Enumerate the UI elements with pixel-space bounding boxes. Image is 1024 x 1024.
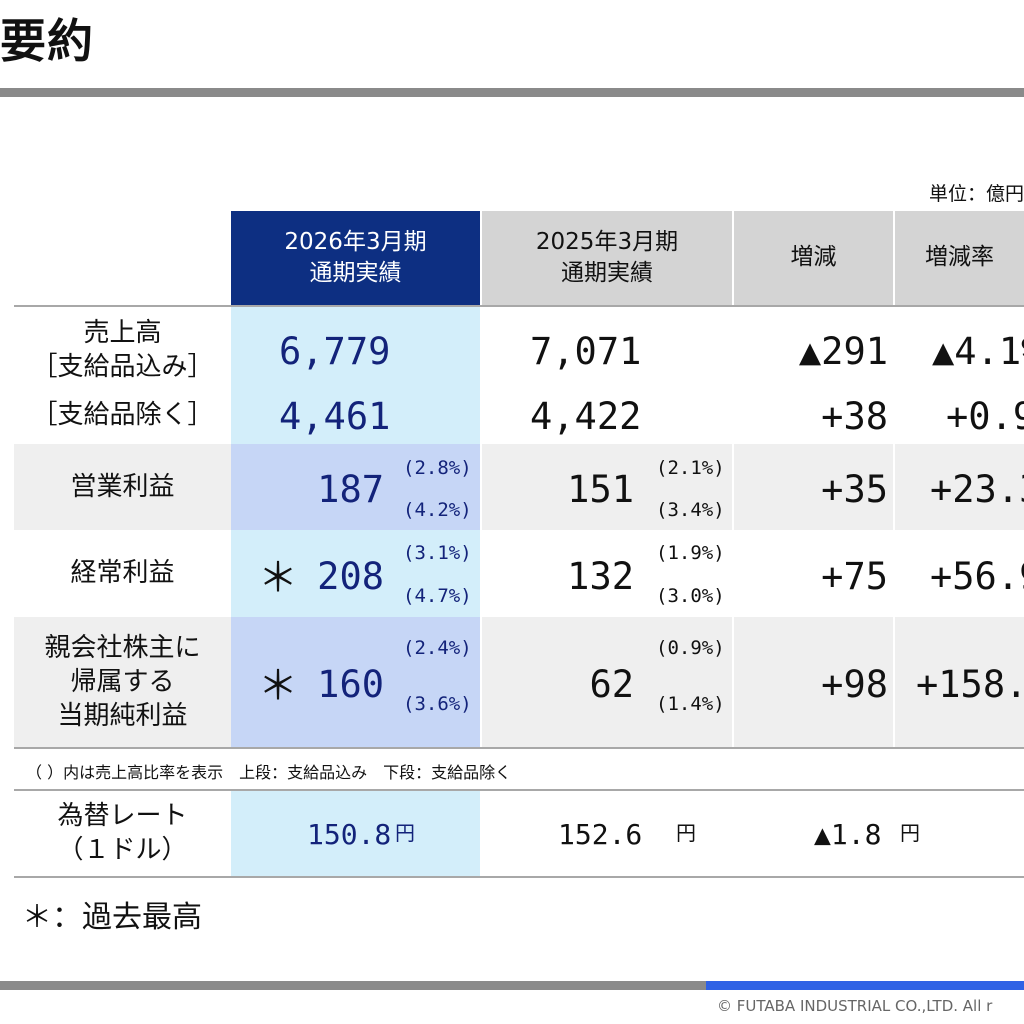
current-col-bg-fx bbox=[231, 791, 480, 876]
ordinary-current-pct-lower: (4.7%) bbox=[403, 585, 472, 607]
row-label-sales-ex-text: ［支給品除く］ bbox=[31, 399, 214, 430]
header-previous-line2: 通期実績 bbox=[561, 260, 653, 286]
operating-previous-pct-lower: (3.4%) bbox=[656, 499, 725, 521]
row-bg-operating-right bbox=[480, 444, 1024, 530]
net-previous-pct-lower: (1.4%) bbox=[656, 693, 725, 715]
fx-change-unit: 円 bbox=[900, 821, 920, 845]
row-bg-net-right bbox=[480, 617, 1024, 747]
net-rate-value: +158.1% bbox=[916, 663, 1024, 706]
header-change: 増減 bbox=[734, 211, 893, 305]
operating-previous-pct-upper: (2.1%) bbox=[656, 457, 725, 479]
row-label-ordinary-profit: 経常利益 bbox=[14, 530, 231, 617]
sales-ex-rate-value: +0.9% bbox=[946, 395, 1024, 438]
sales-change-value: ▲291 bbox=[798, 330, 888, 373]
net-current-pct-lower: (3.6%) bbox=[403, 693, 472, 715]
bottom-rule-gray bbox=[0, 981, 706, 990]
operating-previous-value: 151 bbox=[567, 468, 634, 511]
col-separator-2 bbox=[732, 444, 734, 747]
header-current-line1: 2026年3月期 bbox=[284, 228, 427, 255]
row-label-net-profit: 親会社株主に 帰属する 当期純利益 bbox=[14, 617, 231, 747]
row-label-sales-line1: 売上高 bbox=[83, 317, 162, 348]
current-col-bg-sales bbox=[231, 306, 480, 444]
row-rule-bottom bbox=[14, 747, 1024, 749]
col-separator-1 bbox=[480, 444, 482, 747]
row-label-operating-profit-text: 営業利益 bbox=[70, 471, 175, 502]
fx-previous-unit: 円 bbox=[676, 821, 696, 845]
row-label-net-profit-line3: 当期純利益 bbox=[57, 701, 188, 732]
row-label-fx-rate: 為替レート （１ドル） bbox=[14, 795, 231, 871]
net-change-value: +98 bbox=[821, 663, 888, 706]
row-label-sales-line2: ［支給品込み］ bbox=[31, 352, 214, 382]
record-high-footnote: ＊：過去最高 bbox=[22, 900, 202, 935]
row-label-sales-ex: ［支給品除く］ bbox=[14, 393, 231, 437]
bottom-rule-blue bbox=[706, 981, 1024, 990]
row-bg-operating-left bbox=[14, 444, 231, 530]
fx-rule-top bbox=[14, 789, 1024, 791]
unit-label: 単位：億円 bbox=[928, 183, 1024, 205]
row-label-operating-profit: 営業利益 bbox=[14, 444, 231, 530]
sales-ex-change-value: +38 bbox=[821, 395, 888, 438]
header-previous-line1: 2025年3月期 bbox=[535, 228, 679, 255]
net-previous-value: 62 bbox=[589, 663, 634, 706]
ordinary-previous-value: 132 bbox=[567, 555, 634, 598]
fx-change-value: ▲1.8 bbox=[814, 818, 882, 851]
row-label-net-profit-line1: 親会社株主に bbox=[44, 632, 201, 663]
header-change-rate-label: 増減率 bbox=[925, 244, 994, 271]
operating-rate-value: +23.3% bbox=[930, 468, 1024, 511]
page-title: 要約 bbox=[0, 14, 94, 68]
header-change-label: 増減 bbox=[790, 244, 837, 271]
ordinary-current-pct-upper: (3.1%) bbox=[403, 542, 472, 564]
fx-previous-value: 152.6 bbox=[558, 818, 643, 851]
sales-current-value: 6,779 bbox=[279, 330, 391, 373]
fx-current-value: 150.8 bbox=[307, 818, 392, 851]
operating-current-pct-lower: (4.2%) bbox=[403, 499, 472, 521]
title-rule bbox=[0, 88, 1024, 97]
fx-rule-bottom bbox=[14, 876, 1024, 878]
header-current-line2: 通期実績 bbox=[309, 260, 402, 286]
sales-previous-value: 7,071 bbox=[530, 330, 642, 373]
fx-current-unit: 円 bbox=[395, 821, 415, 845]
ordinary-previous-pct-lower: (3.0%) bbox=[656, 585, 725, 607]
current-col-bg-ordinary bbox=[231, 530, 480, 617]
sales-ex-previous-value: 4,422 bbox=[530, 395, 642, 438]
ordinary-change-value: +75 bbox=[821, 555, 888, 598]
header-change-rate: 増減率 bbox=[895, 211, 1024, 305]
row-rule-top bbox=[14, 305, 1024, 307]
operating-current-value: 187 bbox=[317, 468, 384, 511]
row-label-net-profit-line2: 帰属する bbox=[70, 666, 175, 697]
row-label-fx-line2: （１ドル） bbox=[57, 835, 188, 865]
row-label-fx-line1: 為替レート bbox=[57, 800, 188, 831]
copyright-text: © FUTABA INDUSTRIAL CO.,LTD. All r bbox=[717, 997, 993, 1015]
operating-change-value: +35 bbox=[821, 468, 888, 511]
operating-current-pct-upper: (2.8%) bbox=[403, 457, 472, 479]
sales-ex-current-value: 4,461 bbox=[279, 395, 391, 438]
row-bg-net-left bbox=[14, 617, 231, 747]
row-label-ordinary-profit-text: 経常利益 bbox=[70, 558, 175, 589]
ratio-note: （ ）内は売上高比率を表示 上段：支給品込み 下段：支給品除く bbox=[26, 763, 512, 782]
ordinary-rate-value: +56.9% bbox=[930, 555, 1024, 598]
net-current-value: 160 bbox=[317, 663, 384, 706]
current-col-bg-net bbox=[231, 617, 480, 747]
net-previous-pct-upper: (0.9%) bbox=[656, 637, 725, 659]
ordinary-star-mark: ＊ bbox=[258, 555, 298, 601]
net-star-mark: ＊ bbox=[258, 663, 298, 709]
current-col-bg-operating bbox=[231, 444, 480, 530]
ordinary-current-value: 208 bbox=[317, 555, 384, 598]
ordinary-previous-pct-upper: (1.9%) bbox=[656, 542, 725, 564]
col-separator-3 bbox=[893, 444, 895, 747]
row-label-sales: 売上高 ［支給品込み］ bbox=[14, 312, 231, 388]
header-current-period: 2026年3月期 通期実績 bbox=[231, 211, 480, 305]
net-current-pct-upper: (2.4%) bbox=[403, 637, 472, 659]
header-previous-period: 2025年3月期 通期実績 bbox=[482, 211, 732, 305]
sales-rate-value: ▲4.1% bbox=[932, 330, 1024, 373]
